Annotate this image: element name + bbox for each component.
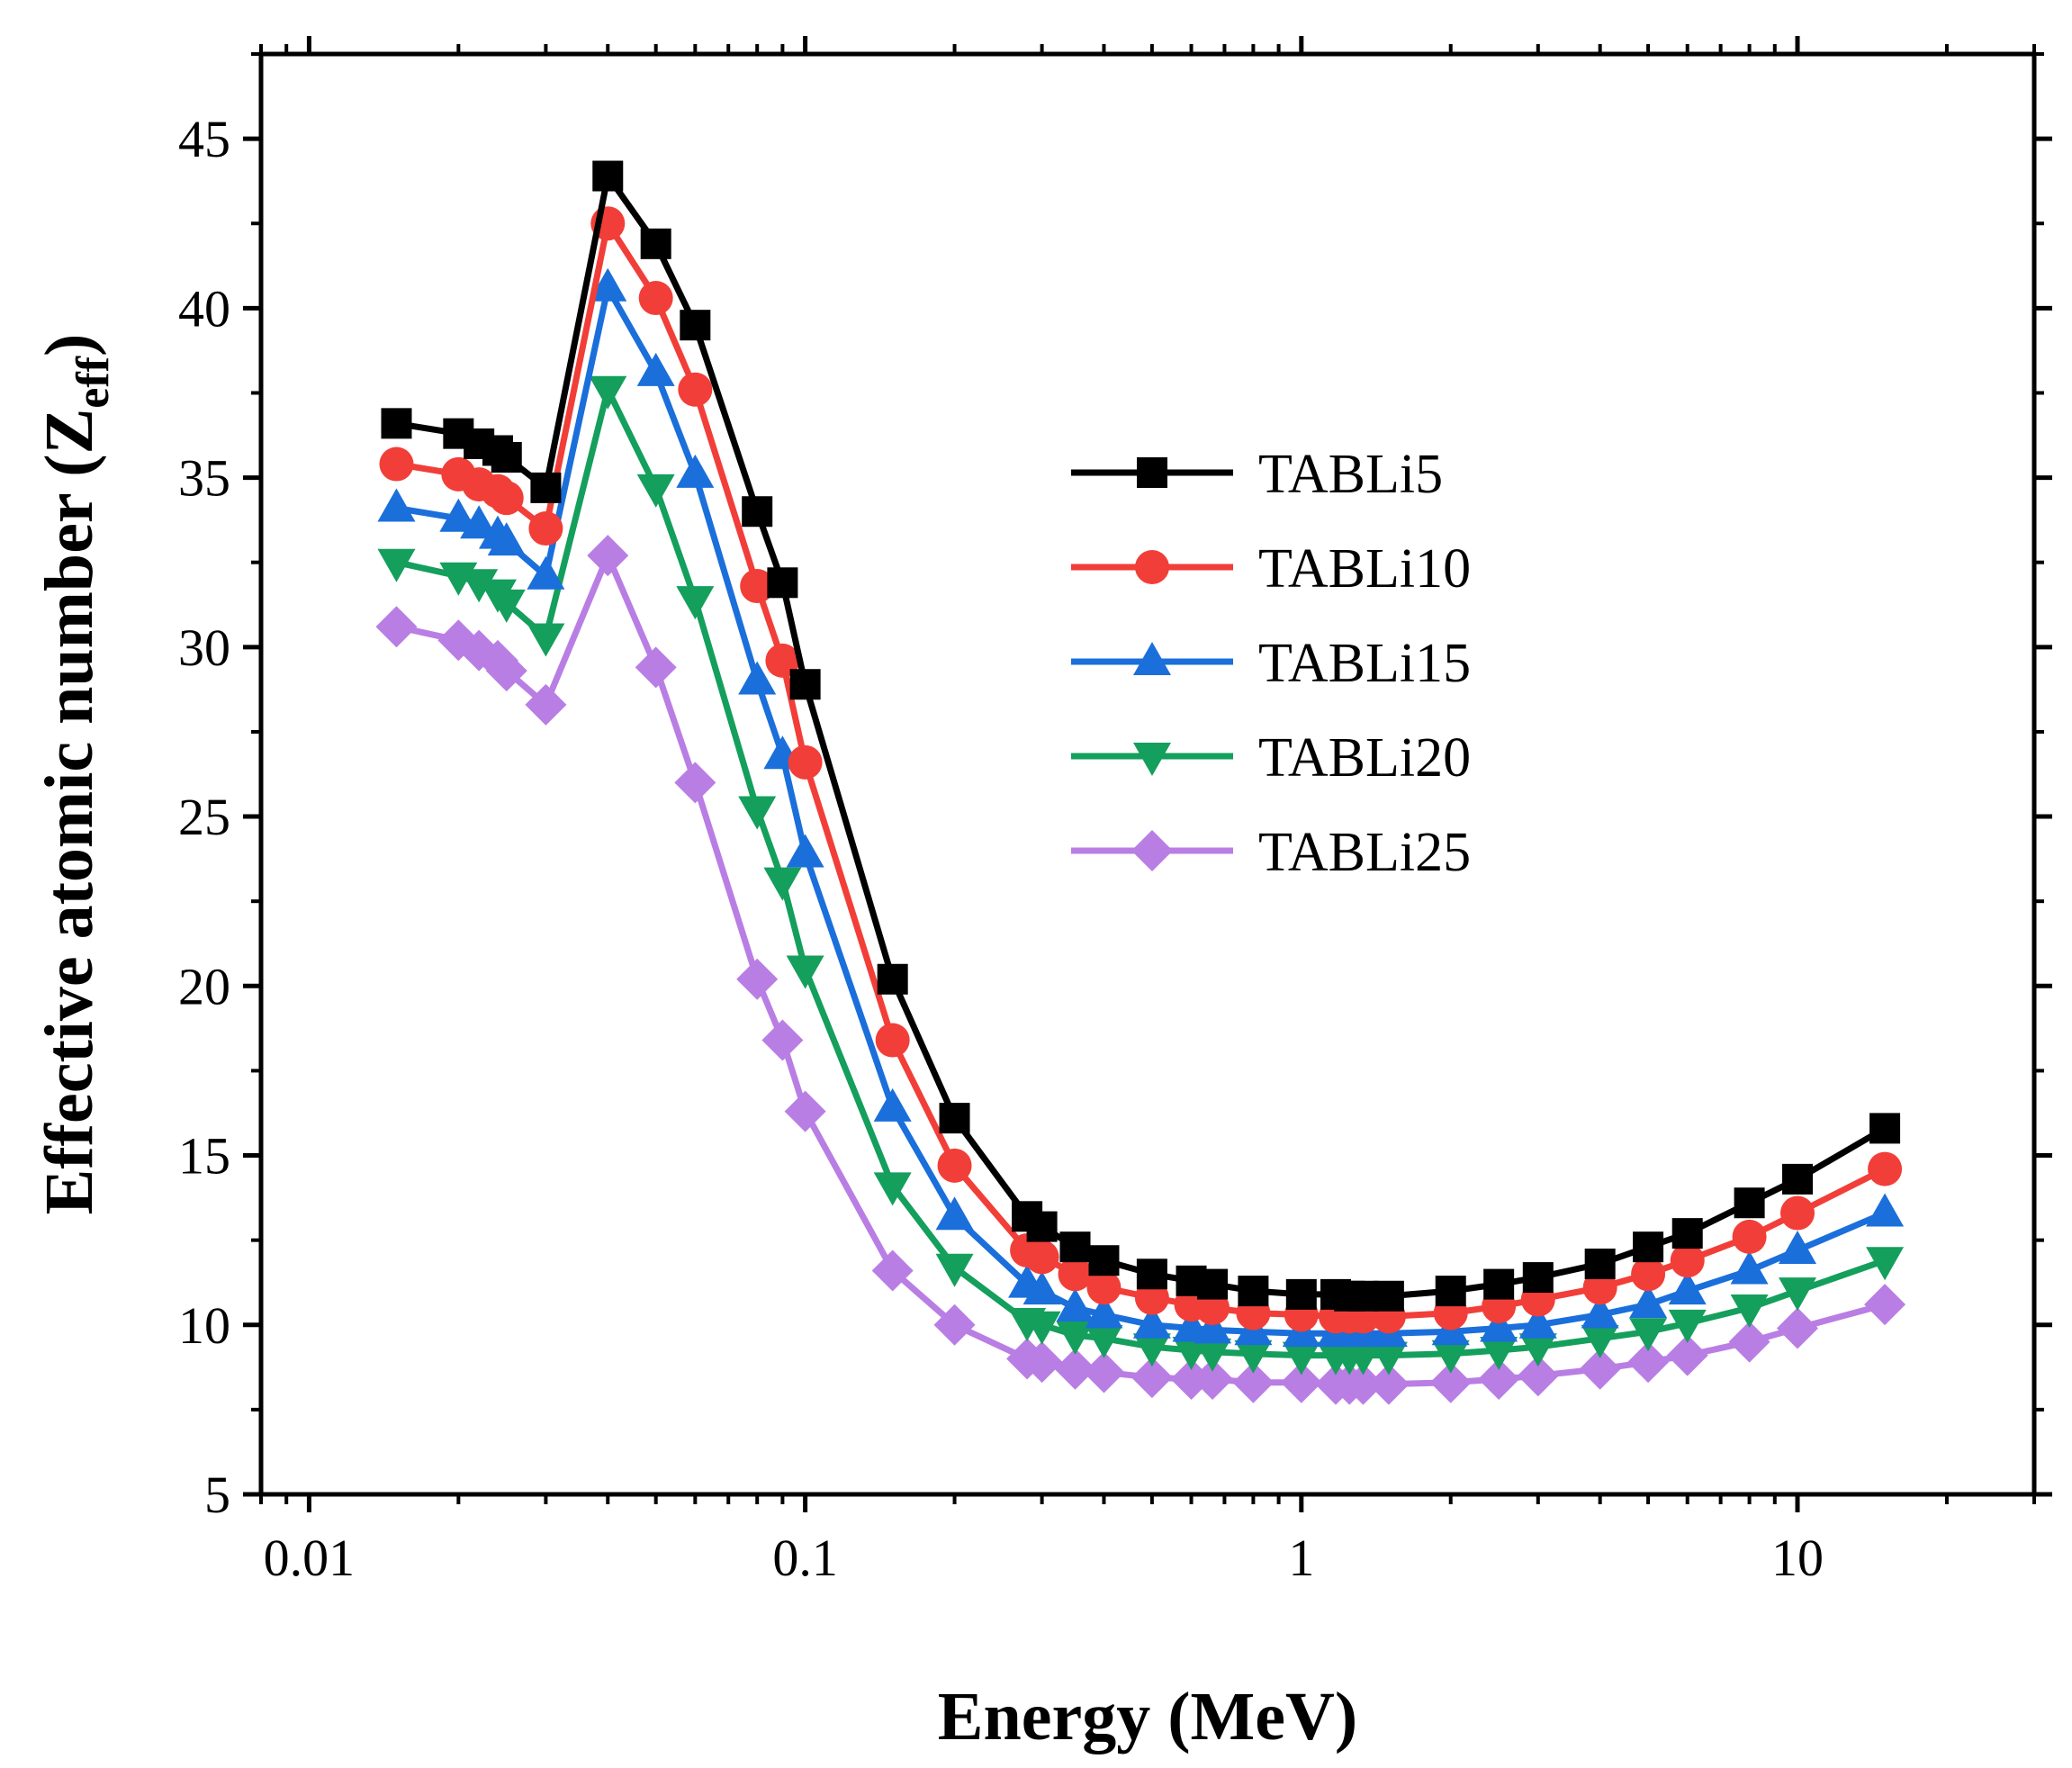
data-point-TABLi5	[1734, 1187, 1765, 1218]
data-point-TABLi5	[1060, 1231, 1091, 1262]
data-point-TABLi5	[1633, 1231, 1663, 1262]
data-point-TABLi5	[1286, 1279, 1317, 1310]
data-point-TABLi5	[767, 567, 797, 598]
data-point-TABLi5	[1523, 1262, 1554, 1293]
y-axis-title-subscript: eff	[68, 356, 119, 408]
x-tick-label: 0.1	[772, 1529, 838, 1587]
data-point-TABLi10	[1025, 1240, 1059, 1274]
data-point-TABLi5	[940, 1103, 970, 1133]
data-point-TABLi10	[1868, 1152, 1902, 1186]
data-point-TABLi5	[641, 229, 671, 259]
legend-label: TABLi15	[1258, 633, 1471, 694]
data-point-TABLi10	[490, 481, 524, 515]
data-point-TABLi5	[1027, 1212, 1058, 1242]
data-point-TABLi5	[790, 669, 821, 699]
y-axis-title-close: )	[32, 334, 107, 356]
y-axis-title-main: Effective atomic number (Z	[32, 409, 107, 1215]
chart: 5 10 15 20 25 30 35 40 45 0.01 0.1 1 10 Energy (MeV)…	[0, 0, 2072, 1768]
y-tick-label: 15	[178, 1127, 230, 1186]
data-point-TABLi5	[1869, 1113, 1900, 1143]
x-axis-title: Energy (MeV)	[938, 1679, 1357, 1754]
data-point-TABLi10	[379, 447, 413, 482]
data-point-TABLi10	[938, 1149, 972, 1183]
data-point-TABLi5	[680, 310, 710, 340]
data-point-TABLi5	[1585, 1249, 1616, 1279]
y-axis-title: Effective atomic number (Zeff)	[32, 334, 119, 1215]
data-point-TABLi5	[592, 161, 623, 192]
legend-label: TABLi20	[1258, 727, 1471, 789]
data-point-TABLi5	[1137, 1258, 1167, 1289]
y-tick-label: 30	[178, 618, 230, 677]
data-point-TABLi5	[381, 408, 411, 438]
data-point-TABLi5	[878, 964, 908, 995]
data-point-TABLi10	[639, 281, 673, 315]
y-tick-label: 35	[178, 449, 230, 508]
data-point-TABLi5	[530, 473, 561, 503]
data-point-TABLi10	[528, 511, 563, 546]
legend-label: TABLi25	[1258, 822, 1471, 883]
legend-swatch-marker	[1135, 550, 1169, 584]
data-point-TABLi5	[1483, 1269, 1514, 1300]
y-tick-label: 20	[178, 957, 230, 1015]
data-point-TABLi5	[742, 496, 772, 527]
x-tick-label: 1	[1288, 1529, 1314, 1587]
legend-swatch-marker	[1137, 457, 1167, 488]
y-tick-label: 40	[178, 279, 230, 338]
data-point-TABLi10	[1780, 1196, 1815, 1231]
data-point-TABLi5	[1197, 1269, 1228, 1300]
data-point-TABLi10	[788, 745, 823, 780]
data-point-TABLi5	[1672, 1218, 1703, 1249]
data-point-TABLi5	[1238, 1276, 1268, 1306]
y-tick-label: 45	[178, 110, 230, 168]
legend-label: TABLi5	[1258, 444, 1443, 505]
y-tick-label: 10	[178, 1296, 230, 1355]
data-point-TABLi10	[1733, 1220, 1767, 1254]
x-tick-label: 10	[1771, 1529, 1824, 1587]
data-point-TABLi5	[491, 442, 522, 473]
data-point-TABLi5	[1436, 1276, 1466, 1306]
legend-label: TABLi10	[1258, 538, 1471, 600]
data-point-TABLi5	[1374, 1281, 1404, 1312]
x-tick-label: 0.01	[264, 1529, 356, 1587]
data-point-TABLi10	[876, 1024, 910, 1058]
y-tick-label: 5	[204, 1466, 230, 1524]
data-point-TABLi10	[678, 373, 712, 407]
y-tick-label: 25	[178, 788, 230, 846]
data-point-TABLi5	[1782, 1164, 1813, 1195]
data-point-TABLi5	[1088, 1245, 1119, 1276]
